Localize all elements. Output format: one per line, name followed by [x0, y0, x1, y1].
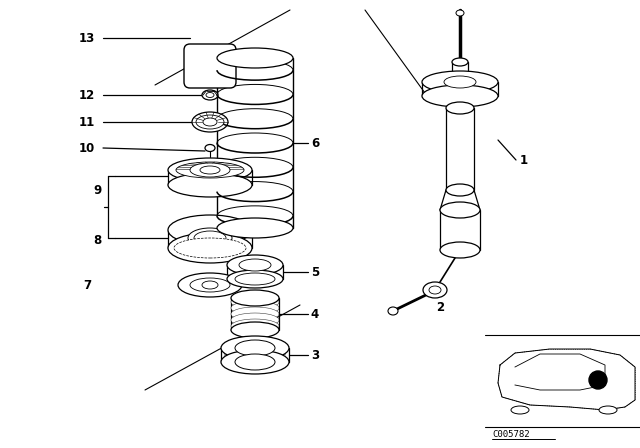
- Ellipse shape: [217, 48, 293, 68]
- Ellipse shape: [202, 90, 218, 100]
- Text: 10: 10: [79, 142, 95, 155]
- Text: 4: 4: [311, 307, 319, 320]
- Ellipse shape: [432, 89, 488, 103]
- Ellipse shape: [176, 162, 244, 178]
- Ellipse shape: [440, 242, 480, 258]
- Text: 12: 12: [79, 89, 95, 102]
- Ellipse shape: [599, 406, 617, 414]
- Ellipse shape: [168, 158, 252, 182]
- Text: 7: 7: [83, 279, 91, 292]
- Ellipse shape: [231, 295, 279, 309]
- Ellipse shape: [205, 145, 215, 151]
- Ellipse shape: [231, 307, 279, 321]
- Ellipse shape: [200, 166, 220, 174]
- Ellipse shape: [192, 112, 228, 132]
- Ellipse shape: [217, 218, 293, 238]
- Ellipse shape: [235, 340, 275, 356]
- Ellipse shape: [429, 286, 441, 294]
- Ellipse shape: [225, 345, 285, 365]
- Circle shape: [589, 371, 607, 389]
- Ellipse shape: [422, 71, 498, 93]
- Ellipse shape: [456, 10, 464, 16]
- Ellipse shape: [231, 313, 279, 327]
- Text: 3: 3: [311, 349, 319, 362]
- Ellipse shape: [231, 322, 279, 338]
- Ellipse shape: [221, 336, 289, 360]
- Ellipse shape: [190, 163, 230, 177]
- Text: 11: 11: [79, 116, 95, 129]
- Ellipse shape: [446, 102, 474, 114]
- Text: 5: 5: [311, 266, 319, 279]
- Text: 9: 9: [93, 184, 101, 197]
- Ellipse shape: [188, 228, 232, 248]
- Ellipse shape: [227, 270, 283, 288]
- Ellipse shape: [511, 406, 529, 414]
- Ellipse shape: [203, 118, 217, 126]
- Ellipse shape: [178, 273, 242, 297]
- Ellipse shape: [168, 173, 252, 197]
- Ellipse shape: [196, 115, 224, 129]
- Ellipse shape: [423, 282, 447, 298]
- Ellipse shape: [227, 255, 283, 275]
- Ellipse shape: [422, 85, 498, 107]
- Text: C005782: C005782: [492, 430, 530, 439]
- Ellipse shape: [221, 350, 289, 374]
- Ellipse shape: [440, 202, 480, 218]
- Ellipse shape: [231, 319, 279, 333]
- Ellipse shape: [444, 76, 476, 88]
- Ellipse shape: [235, 354, 275, 370]
- Text: 1: 1: [520, 154, 528, 167]
- Ellipse shape: [168, 233, 252, 263]
- Ellipse shape: [388, 307, 398, 315]
- Ellipse shape: [446, 184, 474, 196]
- Ellipse shape: [174, 238, 246, 258]
- Text: 6: 6: [311, 137, 319, 150]
- Ellipse shape: [452, 58, 468, 66]
- Ellipse shape: [168, 215, 252, 245]
- Ellipse shape: [235, 273, 275, 285]
- Ellipse shape: [231, 290, 279, 306]
- Ellipse shape: [202, 281, 218, 289]
- Ellipse shape: [231, 301, 279, 315]
- Text: 2: 2: [436, 301, 444, 314]
- Ellipse shape: [206, 92, 214, 98]
- Ellipse shape: [194, 231, 226, 245]
- Text: 13: 13: [79, 31, 95, 44]
- Ellipse shape: [190, 278, 230, 292]
- FancyBboxPatch shape: [184, 44, 236, 88]
- Text: 8: 8: [93, 233, 101, 246]
- Ellipse shape: [239, 259, 271, 271]
